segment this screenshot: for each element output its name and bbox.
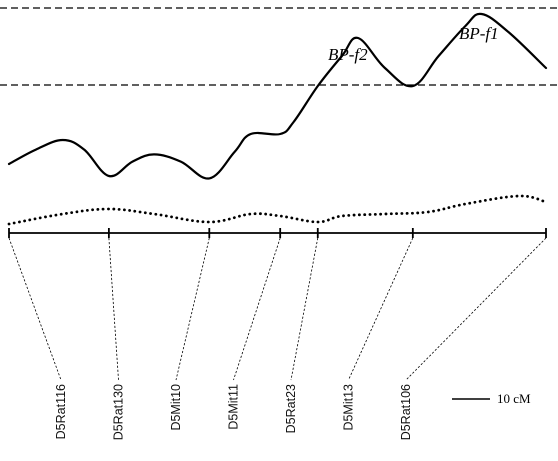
peak-labels: BP-f2 BP-f1 bbox=[328, 24, 499, 64]
marker-labels: D5Rat116 D5Rat130 D5Mit10 D5Mit11 D5Rat23 D5M… bbox=[54, 384, 413, 440]
marker-leader bbox=[290, 237, 319, 381]
marker-label: D5Mit10 bbox=[169, 384, 183, 431]
marker-leader bbox=[233, 237, 281, 381]
marker-leader bbox=[348, 237, 414, 381]
scale-bar: 10 cM bbox=[452, 391, 531, 406]
scale-bar-label: 10 cM bbox=[497, 391, 531, 406]
marker-label: D5Mit11 bbox=[227, 384, 241, 430]
marker-leaders bbox=[8, 237, 547, 381]
peak-label: BP-f2 bbox=[328, 45, 368, 64]
marker-label: D5Mit13 bbox=[342, 384, 356, 431]
marker-leader bbox=[108, 237, 119, 381]
dotted-curve bbox=[7, 194, 548, 226]
marker-label: D5Rat130 bbox=[112, 384, 126, 440]
threshold-lines bbox=[0, 7, 558, 86]
marker-leader bbox=[405, 237, 547, 381]
genetic-map bbox=[8, 228, 547, 238]
solid-curve bbox=[7, 12, 548, 180]
peak-label: BP-f1 bbox=[459, 24, 499, 43]
marker-leader bbox=[175, 237, 210, 381]
marker-leader bbox=[8, 237, 62, 381]
marker-label: D5Rat116 bbox=[54, 384, 68, 439]
lod-curves bbox=[7, 12, 548, 226]
marker-label: D5Rat106 bbox=[399, 384, 413, 440]
marker-label: D5Rat23 bbox=[284, 384, 298, 433]
